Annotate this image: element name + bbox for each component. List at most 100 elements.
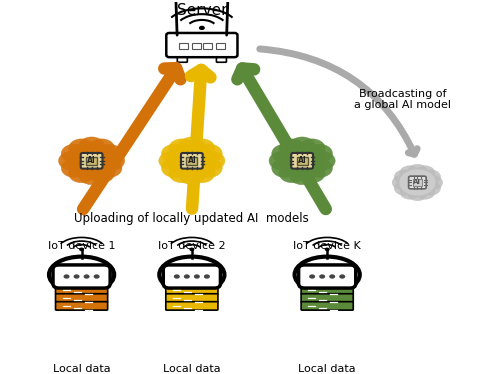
Circle shape — [309, 151, 335, 170]
Circle shape — [169, 164, 195, 183]
Circle shape — [69, 139, 94, 157]
Circle shape — [161, 159, 187, 177]
Circle shape — [174, 275, 180, 279]
Circle shape — [278, 144, 326, 178]
FancyBboxPatch shape — [166, 294, 218, 302]
Circle shape — [289, 137, 315, 156]
Circle shape — [89, 164, 114, 183]
Circle shape — [64, 275, 70, 279]
Circle shape — [415, 185, 435, 199]
Circle shape — [84, 275, 90, 279]
Circle shape — [199, 151, 225, 170]
FancyBboxPatch shape — [86, 157, 97, 165]
Circle shape — [394, 181, 414, 195]
Text: Broadcasting of
a global AI model: Broadcasting of a global AI model — [354, 89, 451, 110]
Circle shape — [329, 275, 335, 279]
Text: Local data: Local data — [53, 364, 110, 374]
Circle shape — [179, 166, 205, 185]
Circle shape — [61, 144, 87, 163]
FancyBboxPatch shape — [163, 265, 220, 288]
Text: Local data: Local data — [163, 364, 221, 374]
Text: IoT device 1: IoT device 1 — [48, 241, 115, 251]
Text: Local data: Local data — [298, 364, 356, 374]
Ellipse shape — [295, 257, 360, 293]
FancyBboxPatch shape — [413, 179, 422, 186]
Circle shape — [421, 181, 440, 195]
Circle shape — [189, 164, 215, 183]
Circle shape — [194, 275, 200, 279]
Circle shape — [272, 159, 298, 177]
Text: AI: AI — [87, 156, 96, 165]
FancyBboxPatch shape — [216, 43, 225, 49]
Circle shape — [339, 275, 345, 279]
FancyBboxPatch shape — [301, 286, 353, 294]
FancyBboxPatch shape — [409, 176, 426, 189]
Text: AI: AI — [413, 180, 421, 186]
Text: AI: AI — [187, 156, 196, 165]
Ellipse shape — [49, 257, 114, 293]
Circle shape — [306, 159, 333, 177]
Circle shape — [79, 166, 104, 185]
Circle shape — [96, 159, 122, 177]
Circle shape — [394, 170, 414, 184]
Text: Uploading of locally updated AI  models: Uploading of locally updated AI models — [75, 212, 309, 225]
FancyBboxPatch shape — [297, 157, 307, 165]
Ellipse shape — [159, 257, 224, 293]
FancyBboxPatch shape — [181, 153, 203, 169]
FancyBboxPatch shape — [166, 33, 237, 57]
Circle shape — [269, 151, 295, 170]
FancyBboxPatch shape — [291, 153, 313, 169]
Circle shape — [69, 164, 94, 183]
Circle shape — [306, 144, 333, 163]
Circle shape — [79, 248, 84, 251]
Circle shape — [421, 170, 440, 184]
Circle shape — [161, 144, 187, 163]
Circle shape — [399, 169, 435, 196]
Text: Server: Server — [176, 3, 227, 18]
Circle shape — [299, 164, 325, 183]
Circle shape — [159, 151, 184, 170]
FancyBboxPatch shape — [55, 302, 108, 310]
FancyBboxPatch shape — [53, 265, 110, 288]
Text: AI: AI — [298, 156, 306, 165]
FancyBboxPatch shape — [166, 286, 218, 294]
Circle shape — [79, 137, 104, 156]
Circle shape — [94, 275, 100, 279]
Circle shape — [74, 275, 80, 279]
FancyBboxPatch shape — [166, 302, 218, 310]
Circle shape — [408, 164, 427, 178]
Circle shape — [279, 139, 305, 157]
FancyBboxPatch shape — [55, 286, 108, 294]
Circle shape — [309, 275, 315, 279]
Circle shape — [289, 166, 315, 185]
Circle shape — [197, 144, 222, 163]
FancyBboxPatch shape — [179, 43, 188, 49]
Circle shape — [279, 164, 305, 183]
FancyBboxPatch shape — [298, 265, 356, 288]
Circle shape — [179, 137, 205, 156]
FancyBboxPatch shape — [203, 43, 212, 49]
Circle shape — [99, 151, 124, 170]
FancyBboxPatch shape — [186, 157, 197, 165]
Circle shape — [68, 144, 115, 178]
Circle shape — [392, 175, 412, 190]
Circle shape — [400, 166, 420, 180]
Circle shape — [400, 185, 420, 199]
Circle shape — [415, 166, 435, 180]
Circle shape — [168, 144, 216, 178]
Circle shape — [89, 139, 114, 157]
Circle shape — [299, 139, 325, 157]
FancyBboxPatch shape — [301, 294, 353, 302]
Circle shape — [272, 144, 298, 163]
Text: IoT device K: IoT device K — [293, 241, 361, 251]
Circle shape — [319, 275, 325, 279]
FancyBboxPatch shape — [216, 53, 226, 62]
Circle shape — [190, 248, 195, 251]
Circle shape — [169, 139, 195, 157]
Circle shape — [197, 159, 222, 177]
Circle shape — [96, 144, 122, 163]
Circle shape — [204, 275, 210, 279]
FancyBboxPatch shape — [192, 43, 201, 49]
Circle shape — [408, 187, 427, 201]
Circle shape — [423, 175, 443, 190]
